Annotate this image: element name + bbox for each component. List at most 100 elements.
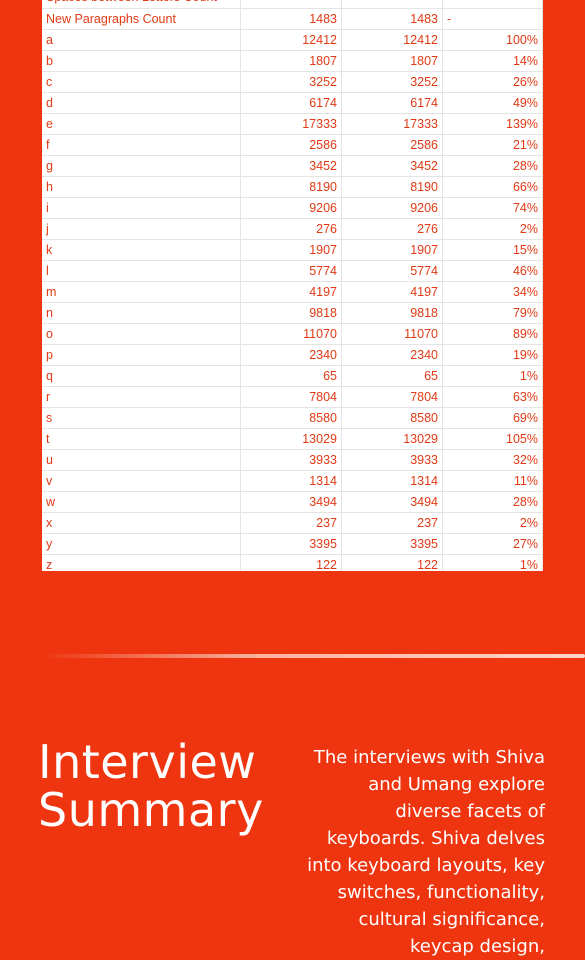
cell-value1: 237 xyxy=(240,512,342,534)
cell-pct: - xyxy=(442,8,543,30)
row-label: g xyxy=(42,155,241,177)
cell-value2: 1907 xyxy=(341,239,443,261)
row-label: h xyxy=(42,176,241,198)
cell-value1: 1483 xyxy=(240,8,342,30)
cell-value2 xyxy=(341,0,443,9)
table-row: c 3252 3252 26% xyxy=(42,71,543,93)
cell-value2: 3252 xyxy=(341,71,443,93)
row-label: j xyxy=(42,218,241,240)
cell-pct: 1% xyxy=(442,554,543,571)
cell-value1: 3395 xyxy=(240,533,342,555)
cell-value2: 9206 xyxy=(341,197,443,219)
row-label: u xyxy=(42,449,241,471)
cell-value1: 7804 xyxy=(240,386,342,408)
cell-value1: 9818 xyxy=(240,302,342,324)
cell-pct: 11% xyxy=(442,470,543,492)
cell-pct: 27% xyxy=(442,533,543,555)
cell-value2: 4197 xyxy=(341,281,443,303)
cell-value1: 276 xyxy=(240,218,342,240)
cell-value1: 2586 xyxy=(240,134,342,156)
row-label: e xyxy=(42,113,241,135)
table-row: i 9206 9206 74% xyxy=(42,197,543,219)
cell-pct: 89% xyxy=(442,323,543,345)
row-label: v xyxy=(42,470,241,492)
table-row: a 12412 12412 100% xyxy=(42,29,543,51)
cell-pct: 26% xyxy=(442,71,543,93)
row-label: m xyxy=(42,281,241,303)
table-row: b 1807 1807 14% xyxy=(42,50,543,72)
cell-value1: 3494 xyxy=(240,491,342,513)
table-row: o 11070 11070 89% xyxy=(42,323,543,345)
cell-value1: 8190 xyxy=(240,176,342,198)
cell-value1: 1807 xyxy=(240,50,342,72)
cell-value1: 11070 xyxy=(240,323,342,345)
table-row: l 5774 5774 46% xyxy=(42,260,543,282)
row-label: t xyxy=(42,428,241,450)
cell-pct: 28% xyxy=(442,155,543,177)
cell-pct: 14% xyxy=(442,50,543,72)
row-label: r xyxy=(42,386,241,408)
cell-value2: 122 xyxy=(341,554,443,571)
cell-pct: 74% xyxy=(442,197,543,219)
cell-value1: 122 xyxy=(240,554,342,571)
cell-value2: 5774 xyxy=(341,260,443,282)
cell-value1: 5774 xyxy=(240,260,342,282)
cell-value1 xyxy=(240,0,342,9)
cell-value2: 8190 xyxy=(341,176,443,198)
cell-value2: 9818 xyxy=(341,302,443,324)
row-label: y xyxy=(42,533,241,555)
cell-value1: 2340 xyxy=(240,344,342,366)
row-label: o xyxy=(42,323,241,345)
table-row: u 3933 3933 32% xyxy=(42,449,543,471)
cell-value2: 65 xyxy=(341,365,443,387)
row-label: l xyxy=(42,260,241,282)
cell-pct: 2% xyxy=(442,512,543,534)
row-label: q xyxy=(42,365,241,387)
cell-value1: 17333 xyxy=(240,113,342,135)
table-row: j 276 276 2% xyxy=(42,218,543,240)
section-divider xyxy=(40,654,585,658)
table-row: d 6174 6174 49% xyxy=(42,92,543,114)
cell-pct: 34% xyxy=(442,281,543,303)
cell-pct: 69% xyxy=(442,407,543,429)
cell-value1: 1907 xyxy=(240,239,342,261)
cell-pct: 105% xyxy=(442,428,543,450)
cell-pct: 28% xyxy=(442,491,543,513)
cell-pct: 100% xyxy=(442,29,543,51)
partial-header-row: Spaces between Letters Count xyxy=(42,0,543,9)
cell-value2: 2586 xyxy=(341,134,443,156)
table-row: New Paragraphs Count 1483 1483 - xyxy=(42,8,543,30)
cell-value2: 1314 xyxy=(341,470,443,492)
cell-value1: 8580 xyxy=(240,407,342,429)
cell-pct: 46% xyxy=(442,260,543,282)
table-row: s 8580 8580 69% xyxy=(42,407,543,429)
row-label: a xyxy=(42,29,241,51)
cell-value1: 3933 xyxy=(240,449,342,471)
row-label: p xyxy=(42,344,241,366)
cell-pct: 19% xyxy=(442,344,543,366)
cell-value2: 3395 xyxy=(341,533,443,555)
row-label: x xyxy=(42,512,241,534)
row-label: d xyxy=(42,92,241,114)
cell-value1: 3252 xyxy=(240,71,342,93)
table-row: h 8190 8190 66% xyxy=(42,176,543,198)
cell-value2: 237 xyxy=(341,512,443,534)
section-title: Interview Summary xyxy=(38,738,288,834)
table-body: Spaces between Letters Count New Paragra… xyxy=(42,0,543,571)
cell-value1: 4197 xyxy=(240,281,342,303)
cell-value2: 2340 xyxy=(341,344,443,366)
row-label: s xyxy=(42,407,241,429)
cell-pct: 49% xyxy=(442,92,543,114)
cell-value2: 13029 xyxy=(341,428,443,450)
letter-count-table: Spaces between Letters Count New Paragra… xyxy=(42,0,543,571)
cell-value2: 7804 xyxy=(341,386,443,408)
cell-value2: 11070 xyxy=(341,323,443,345)
cell-pct: 66% xyxy=(442,176,543,198)
table-row: z 122 122 1% xyxy=(42,554,543,571)
cell-pct: 15% xyxy=(442,239,543,261)
table-row: y 3395 3395 27% xyxy=(42,533,543,555)
cell-value2: 6174 xyxy=(341,92,443,114)
cell-value1: 13029 xyxy=(240,428,342,450)
cell-value2: 276 xyxy=(341,218,443,240)
row-label: i xyxy=(42,197,241,219)
